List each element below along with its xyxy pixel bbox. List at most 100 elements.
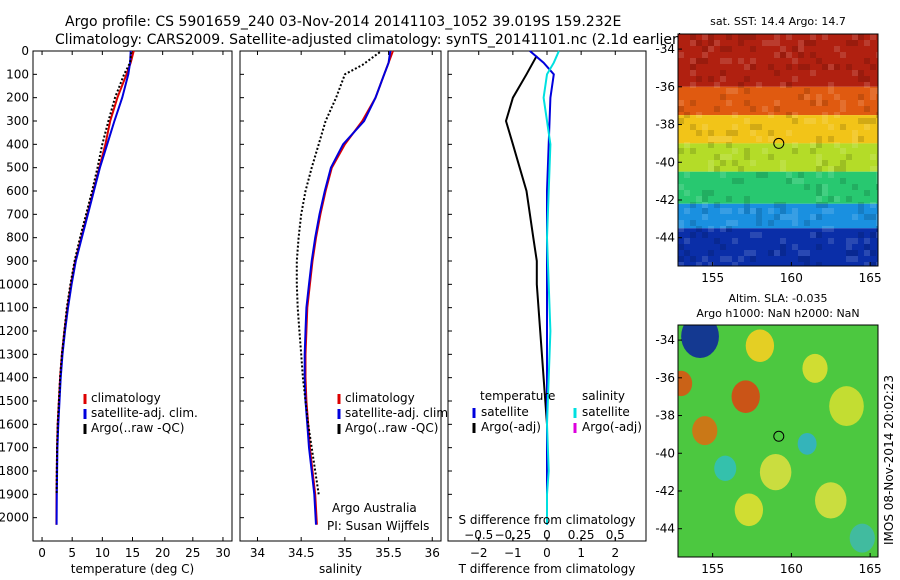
- sst-pixel: [684, 238, 690, 244]
- sst-pixel: [828, 82, 834, 88]
- sst-pixel: [750, 124, 756, 130]
- y-tick-label: 1900: [0, 487, 29, 501]
- x-tick-label: 165: [859, 271, 882, 285]
- sst-pixel: [702, 52, 708, 58]
- sst-pixel: [684, 142, 690, 148]
- sst-pixel: [738, 34, 744, 40]
- sst-pixel: [846, 250, 852, 256]
- x-axis-label-secondary: S difference from climatology: [459, 513, 636, 527]
- y-tick-label: 900: [6, 254, 29, 268]
- sst-pixel: [720, 256, 726, 262]
- sst-pixel: [828, 196, 834, 202]
- y-tick-label: 800: [6, 231, 29, 245]
- sst-pixel: [816, 184, 822, 190]
- sst-pixel: [786, 64, 792, 70]
- sst-pixel: [738, 40, 744, 46]
- map-field: [678, 34, 878, 266]
- sst-pixel: [792, 118, 798, 124]
- sst-pixel: [690, 232, 696, 238]
- sst-pixel: [798, 46, 804, 52]
- sst-pixel: [810, 142, 816, 148]
- sst-pixel: [690, 220, 696, 226]
- sst-pixel: [816, 244, 822, 250]
- y-tick-label: -44: [655, 231, 675, 245]
- sst-pixel: [846, 244, 852, 250]
- sst-pixel: [816, 232, 822, 238]
- sst-pixel: [792, 76, 798, 82]
- sst-pixel: [804, 256, 810, 262]
- difference-panel: −2 −1 0 1 2 T difference from climatology temp…: [447, 50, 647, 576]
- series-sat_s: [542, 50, 560, 525]
- sst-pixel: [792, 220, 798, 226]
- y-tick-label: 1800: [0, 464, 29, 478]
- sst-pixel: [876, 220, 878, 226]
- sst-pixel: [762, 106, 768, 112]
- sst-pixel: [720, 76, 726, 82]
- sst-pixel: [792, 142, 798, 148]
- sst-pixel: [816, 214, 822, 220]
- sst-pixel: [678, 256, 684, 262]
- sst-pixel: [708, 142, 714, 148]
- sst-pixel: [816, 100, 822, 106]
- salinity-panel: 34 34.5 35 35.5 36 salinity climatologysatelli…: [239, 50, 452, 576]
- sst-pixel: [744, 148, 750, 154]
- sla-blob: [759, 454, 792, 491]
- sst-band: [678, 86, 878, 116]
- sst-pixel: [822, 112, 828, 118]
- sst-pixel: [834, 112, 840, 118]
- x-tick-label: 0: [543, 546, 551, 560]
- sst-pixel: [774, 70, 780, 76]
- sst-pixel: [762, 148, 768, 154]
- sst-pixel: [816, 166, 822, 172]
- sst-pixel: [732, 238, 738, 244]
- y-tick-label: 400: [6, 137, 29, 151]
- sst-pixel: [852, 136, 858, 142]
- sst-pixel: [744, 154, 750, 160]
- y-tick-label: -44: [655, 522, 675, 536]
- sst-pixel: [702, 190, 708, 196]
- x-tick-label: 5: [68, 546, 76, 560]
- sst-pixel: [798, 94, 804, 100]
- x-axis-label: T difference from climatology: [458, 562, 636, 576]
- sst-pixel: [786, 34, 792, 40]
- sst-pixel: [756, 136, 762, 142]
- sst-pixel: [804, 94, 810, 100]
- s-tick-label: −0.25: [494, 528, 531, 542]
- argo-location-marker: [773, 430, 785, 442]
- sst-pixel: [816, 190, 822, 196]
- y-tick-label: 0: [21, 44, 29, 58]
- sst-pixel: [798, 52, 804, 58]
- sst-pixel: [690, 124, 696, 130]
- sst-pixel: [846, 238, 852, 244]
- sst-pixel: [792, 214, 798, 220]
- sst-pixel: [834, 94, 840, 100]
- sst-pixel: [840, 100, 846, 106]
- sst-pixel: [876, 166, 878, 172]
- sst-pixel: [804, 40, 810, 46]
- sst-pixel: [816, 154, 822, 160]
- sst-pixel: [702, 202, 708, 208]
- sst-pixel: [840, 178, 846, 184]
- sst-pixel: [768, 136, 774, 142]
- sst-pixel: [690, 202, 696, 208]
- sst-pixel: [762, 172, 768, 178]
- x-tick-label: −2: [470, 546, 488, 560]
- sst-pixel: [714, 202, 720, 208]
- sst-pixel: [750, 130, 756, 136]
- sst-pixel: [828, 208, 834, 214]
- sst-pixel: [792, 244, 798, 250]
- y-tick-label: 700: [6, 207, 29, 221]
- sst-pixel: [684, 172, 690, 178]
- sst-pixel: [702, 196, 708, 202]
- sst-pixel: [828, 238, 834, 244]
- sst-pixel: [876, 184, 878, 190]
- sst-pixel: [726, 256, 732, 262]
- y-tick-label: 2000: [0, 511, 29, 525]
- sst-pixel: [750, 64, 756, 70]
- sst-pixel: [714, 238, 720, 244]
- imos-stamp: IMOS 08-Nov-2014 20:02:23: [882, 375, 896, 545]
- sst-pixel: [726, 220, 732, 226]
- sst-pixel: [792, 112, 798, 118]
- sst-pixel: [732, 148, 738, 154]
